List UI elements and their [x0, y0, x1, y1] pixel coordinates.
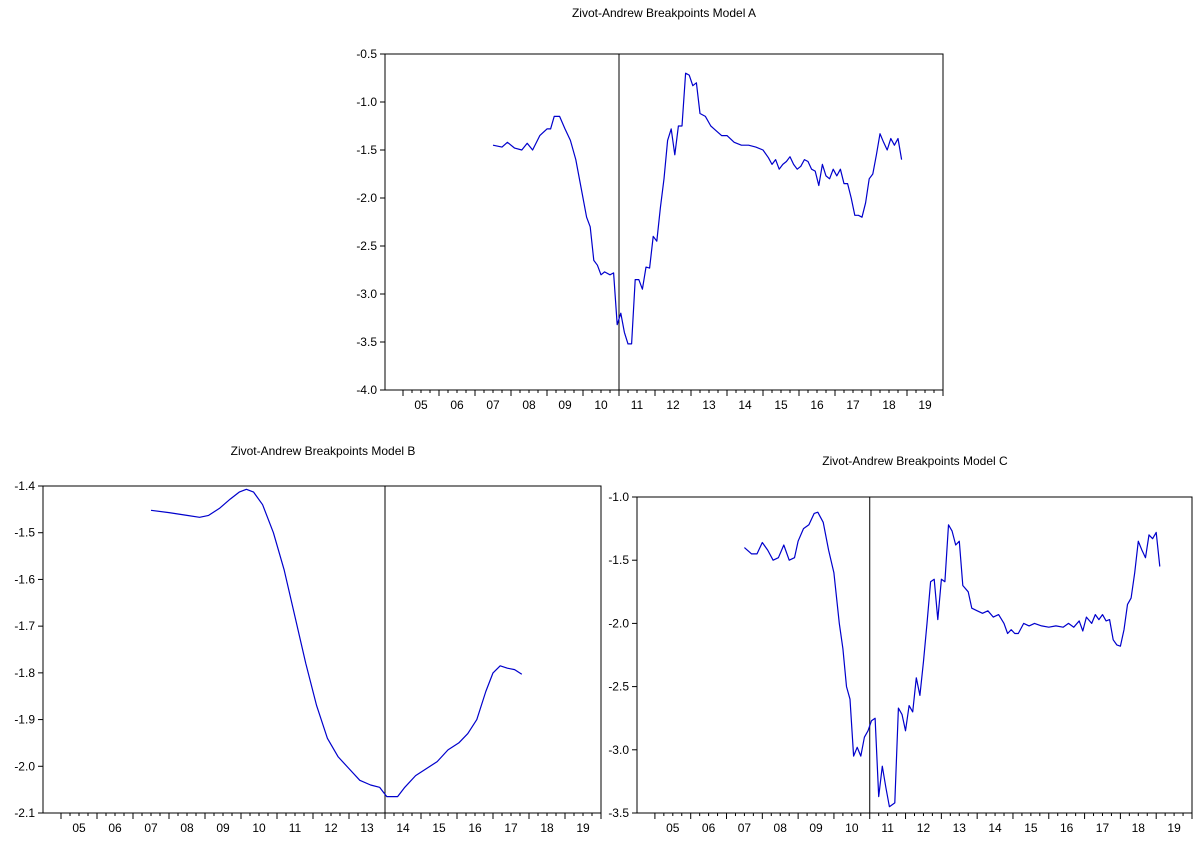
chart-a-ytick-label: -3.0	[356, 287, 377, 301]
chart-b-ytick-label: -1.8	[14, 666, 35, 680]
chart-b-xtick-label: 07	[144, 821, 158, 835]
chart-c-xtick-label: 06	[702, 821, 716, 835]
chart-c-xtick-label: 07	[738, 821, 752, 835]
chart-c-xtick-label: 15	[1024, 821, 1038, 835]
chart-a-xtick-label: 11	[631, 398, 644, 412]
chart-a-ytick-label: -1.5	[356, 143, 377, 157]
chart-c-xtick-label: 05	[666, 821, 680, 835]
chart-b-xtick-label: 15	[432, 821, 446, 835]
chart-c-xtick-label: 14	[988, 821, 1002, 835]
chart-c-plot-area	[636, 496, 1193, 814]
chart-c-ytick-label: -3.0	[608, 743, 629, 757]
chart-c-xtick-label: 10	[845, 821, 859, 835]
chart-c-ytick-label: -2.5	[608, 680, 629, 694]
chart-model-c: Zivot-Andrew Breakpoints Model C -1.0 -1.…	[608, 454, 1193, 835]
chart-a-xtick-label: 13	[702, 398, 716, 412]
chart-b-xtick-label: 05	[72, 821, 86, 835]
chart-c-xtick-label: 11	[881, 821, 894, 835]
chart-a-xtick-label: 06	[450, 398, 464, 412]
chart-a-xtick-label: 18	[882, 398, 896, 412]
chart-c-ytick-label: -2.0	[608, 616, 629, 630]
chart-b-ytick-label: -1.6	[14, 572, 35, 586]
chart-b-xtick-label: 08	[180, 821, 194, 835]
chart-a-xtick-label: 17	[846, 398, 860, 412]
chart-b-xtick-label: 19	[576, 821, 590, 835]
chart-b-xtick-label: 13	[360, 821, 374, 835]
chart-a-xtick-label: 10	[594, 398, 608, 412]
chart-b-ytick-label: -1.9	[14, 713, 35, 727]
chart-a-xtick-label: 19	[918, 398, 932, 412]
chart-a-ytick-label: -2.5	[356, 239, 377, 253]
chart-c-xtick-label: 09	[809, 821, 823, 835]
chart-c-xtick-label: 19	[1167, 821, 1181, 835]
chart-b-ytick-label: -1.4	[14, 479, 35, 493]
chart-c-xtick-label: 12	[917, 821, 931, 835]
chart-b-ytick-label: -2.0	[14, 759, 35, 773]
chart-a-plot-area	[384, 53, 944, 391]
chart-c-ytick-label: -3.5	[608, 806, 629, 820]
chart-c-ytick-label: -1.5	[608, 553, 629, 567]
chart-a-xtick-label: 14	[738, 398, 752, 412]
chart-a-xtick-label: 05	[414, 398, 428, 412]
chart-b-xtick-label: 11	[289, 821, 302, 835]
chart-model-a: Zivot-Andrew Breakpoints Model A -0.5 -1.…	[356, 6, 944, 412]
chart-b-xtick-label: 12	[324, 821, 338, 835]
chart-a-xtick-label: 12	[666, 398, 680, 412]
chart-a-xtick-label: 16	[810, 398, 824, 412]
chart-c-ytick-label: -1.0	[608, 490, 629, 504]
chart-a-ytick-label: -0.5	[356, 47, 377, 61]
chart-c-series-line	[744, 511, 1161, 808]
chart-b-xtick-label: 06	[108, 821, 122, 835]
chart-a-xtick-label: 15	[774, 398, 788, 412]
chart-b-xtick-label: 16	[468, 821, 482, 835]
chart-a-xtick-label: 09	[558, 398, 572, 412]
chart-c-xtick-label: 16	[1060, 821, 1074, 835]
chart-a-ytick-label: -3.5	[356, 335, 377, 349]
chart-c-xtick-label: 18	[1132, 821, 1146, 835]
chart-c-xtick-label: 13	[953, 821, 967, 835]
chart-b-ytick-label: -2.1	[14, 806, 35, 820]
chart-b-ytick-label: -1.7	[14, 619, 35, 633]
chart-b-plot-area	[42, 485, 602, 814]
chart-a-ytick-label: -1.0	[356, 95, 377, 109]
chart-b-xtick-label: 18	[540, 821, 554, 835]
chart-c-xtick-label: 08	[774, 821, 788, 835]
chart-c-xtick-label: 17	[1096, 821, 1110, 835]
chart-b-xtick-label: 09	[216, 821, 230, 835]
chart-c-title: Zivot-Andrew Breakpoints Model C	[822, 454, 1008, 468]
chart-b-title: Zivot-Andrew Breakpoints Model B	[231, 444, 416, 458]
chart-a-xtick-label: 07	[486, 398, 500, 412]
chart-b-series-line	[150, 488, 523, 798]
chart-a-ytick-label: -2.0	[356, 191, 377, 205]
chart-b-ytick-label: -1.5	[14, 526, 35, 540]
chart-a-series-line	[492, 72, 903, 345]
chart-b-xtick-label: 17	[504, 821, 518, 835]
chart-model-b: Zivot-Andrew Breakpoints Model B -1.4 -1.…	[14, 444, 602, 835]
chart-a-title: Zivot-Andrew Breakpoints Model A	[572, 6, 756, 20]
chart-b-xtick-label: 14	[396, 821, 410, 835]
chart-a-xtick-label: 08	[522, 398, 536, 412]
chart-b-xtick-label: 10	[252, 821, 266, 835]
chart-a-ytick-label: -4.0	[356, 383, 377, 397]
